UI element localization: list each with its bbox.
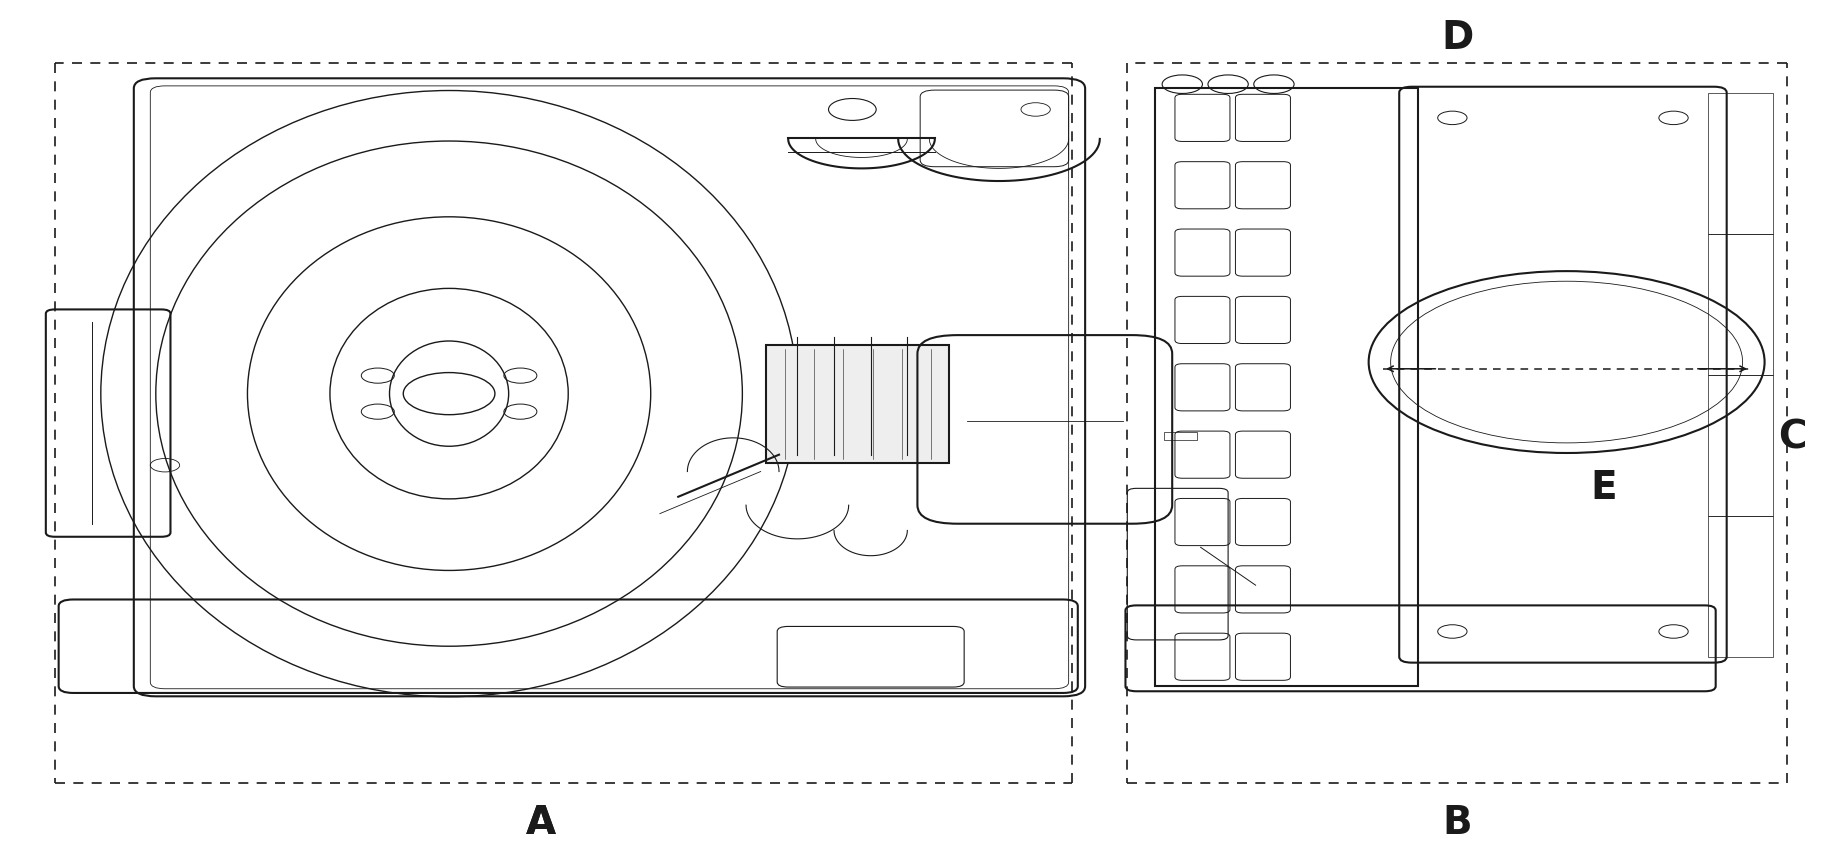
Text: E: E — [1590, 470, 1616, 508]
Text: A: A — [526, 804, 555, 842]
Text: D: D — [1440, 19, 1473, 57]
Text: B: B — [1442, 804, 1471, 842]
Bar — [1707, 375, 1772, 516]
Text: A: A — [526, 804, 555, 842]
Bar — [1707, 516, 1772, 656]
Bar — [1707, 233, 1772, 375]
Text: C: C — [1777, 419, 1806, 457]
Bar — [1707, 92, 1772, 233]
Bar — [1154, 89, 1416, 686]
Bar — [1163, 431, 1196, 440]
Bar — [766, 345, 949, 463]
